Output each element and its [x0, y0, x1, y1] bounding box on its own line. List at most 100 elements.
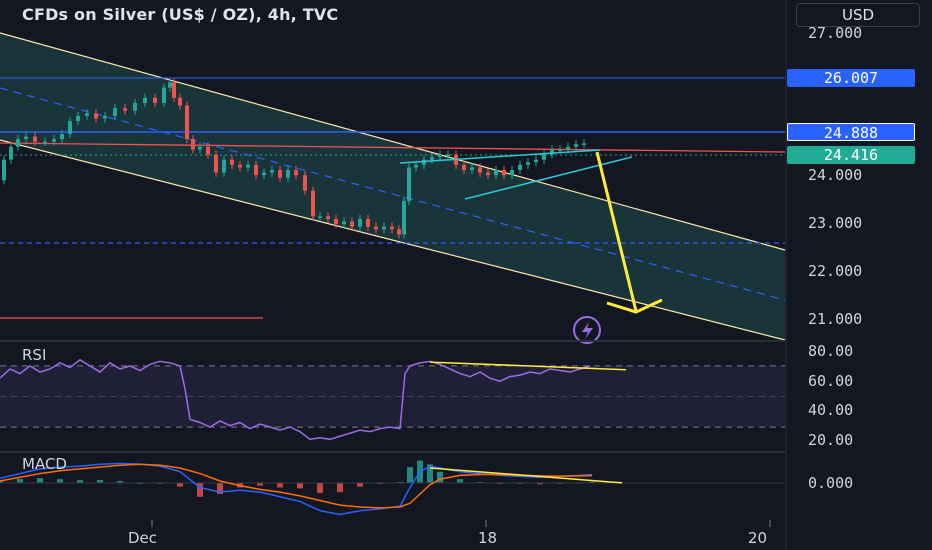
candle-body — [2, 159, 6, 181]
macd-histogram-bar — [257, 482, 263, 486]
time-axis-label: 18 — [478, 529, 498, 547]
candle-body — [494, 170, 498, 176]
macd-histogram-bar — [57, 479, 63, 483]
price-tag-last: 24.416 — [787, 146, 915, 164]
candle-body — [390, 226, 394, 230]
macd-histogram-bar — [17, 479, 23, 483]
wedge-upper-line — [399, 149, 601, 164]
candle-body — [318, 216, 322, 218]
candle-body — [52, 139, 56, 142]
price-axis-label: 21.000 — [808, 310, 863, 328]
candle-body — [33, 136, 37, 142]
projection-arrow-head — [606, 298, 663, 314]
rsi-axis-label: 20.00 — [808, 431, 854, 449]
candle-body — [462, 164, 466, 170]
candle-body — [350, 221, 354, 227]
candle-body — [278, 170, 282, 178]
macd-histogram-bar — [457, 479, 463, 483]
candle-body — [402, 200, 406, 235]
candle-body — [303, 175, 307, 191]
candle-body — [358, 218, 362, 227]
candle-body — [510, 170, 514, 176]
projection-arrow-shaft — [595, 151, 638, 312]
macd-line — [0, 462, 593, 516]
macd-histogram-bar — [297, 482, 303, 489]
candle-body — [574, 144, 578, 147]
candle-body — [206, 146, 210, 155]
candle-body — [414, 164, 418, 168]
lightning-icon — [582, 322, 593, 339]
candle-body — [286, 170, 290, 178]
candle-body — [334, 218, 338, 225]
candle-body — [172, 82, 176, 98]
candle-body — [534, 159, 538, 163]
macd-histogram-bar — [337, 482, 343, 493]
rsi-axis-label: 60.00 — [808, 372, 854, 390]
rsi-axis-label: 40.00 — [808, 401, 854, 419]
candle-body — [153, 97, 157, 104]
candle-body — [397, 229, 401, 235]
price-tag-support: 24.888 — [787, 123, 915, 142]
price-axis-label: 24.000 — [808, 166, 863, 184]
rsi-label: RSI — [22, 346, 47, 364]
candle-body — [94, 113, 98, 119]
macd-signal-line — [0, 463, 593, 509]
candle-body — [407, 167, 411, 201]
candle-body — [446, 154, 450, 157]
price-axis-label: 23.000 — [808, 214, 863, 232]
rsi-line — [0, 358, 591, 441]
macd-histogram-bar — [217, 482, 223, 494]
currency-button[interactable]: USD — [796, 3, 920, 27]
macd-histogram-bar — [37, 478, 43, 483]
candle-body — [382, 226, 386, 230]
candle-body — [470, 167, 474, 170]
rsi-divergence-line — [429, 361, 627, 371]
candle-body — [254, 164, 258, 176]
candle-body — [262, 172, 266, 176]
rsi-band — [0, 365, 785, 428]
candle-body — [16, 139, 20, 147]
macd-histogram-bar — [427, 464, 433, 483]
candle-body — [478, 167, 482, 173]
candle-body — [185, 105, 189, 140]
lightning-icon — [573, 316, 601, 344]
candle-body — [438, 154, 442, 158]
candle-body — [294, 170, 298, 176]
macd-histogram-bar — [407, 467, 413, 483]
candle-body — [486, 172, 490, 176]
candle-body — [143, 97, 147, 104]
candle-body — [558, 149, 562, 151]
candle-body — [246, 164, 250, 168]
candle-body — [123, 108, 127, 111]
macd-histogram-bar — [77, 480, 83, 483]
candle-body — [191, 139, 195, 150]
price-axis-label: 22.000 — [808, 262, 863, 280]
macd-histogram-bar — [97, 480, 103, 483]
macd-histogram-bar — [589, 481, 595, 483]
candle-body — [43, 141, 47, 144]
macd-divergence-line — [429, 467, 623, 484]
candle-body — [542, 154, 546, 160]
channel-mid-line — [0, 87, 786, 301]
candle-body — [550, 149, 554, 155]
candle-body — [198, 146, 202, 150]
macd-histogram-bar — [277, 482, 283, 488]
candle-body — [133, 103, 137, 111]
rsi-axis-label: 80.00 — [808, 342, 854, 360]
candle-body — [222, 159, 226, 173]
candle-body — [168, 82, 172, 88]
macd-histogram-bar — [197, 482, 203, 497]
time-axis-label: Dec — [128, 529, 158, 547]
candle-body — [518, 164, 522, 170]
candle-body — [311, 190, 315, 217]
candle-body — [113, 108, 117, 116]
candle-body — [502, 170, 506, 176]
candle-body — [238, 164, 242, 168]
macd-histogram-bar — [177, 482, 183, 487]
candle-body — [60, 133, 64, 140]
candle-body — [9, 146, 13, 160]
macd-histogram-bar — [317, 482, 323, 494]
macd-histogram-bar — [537, 482, 543, 485]
